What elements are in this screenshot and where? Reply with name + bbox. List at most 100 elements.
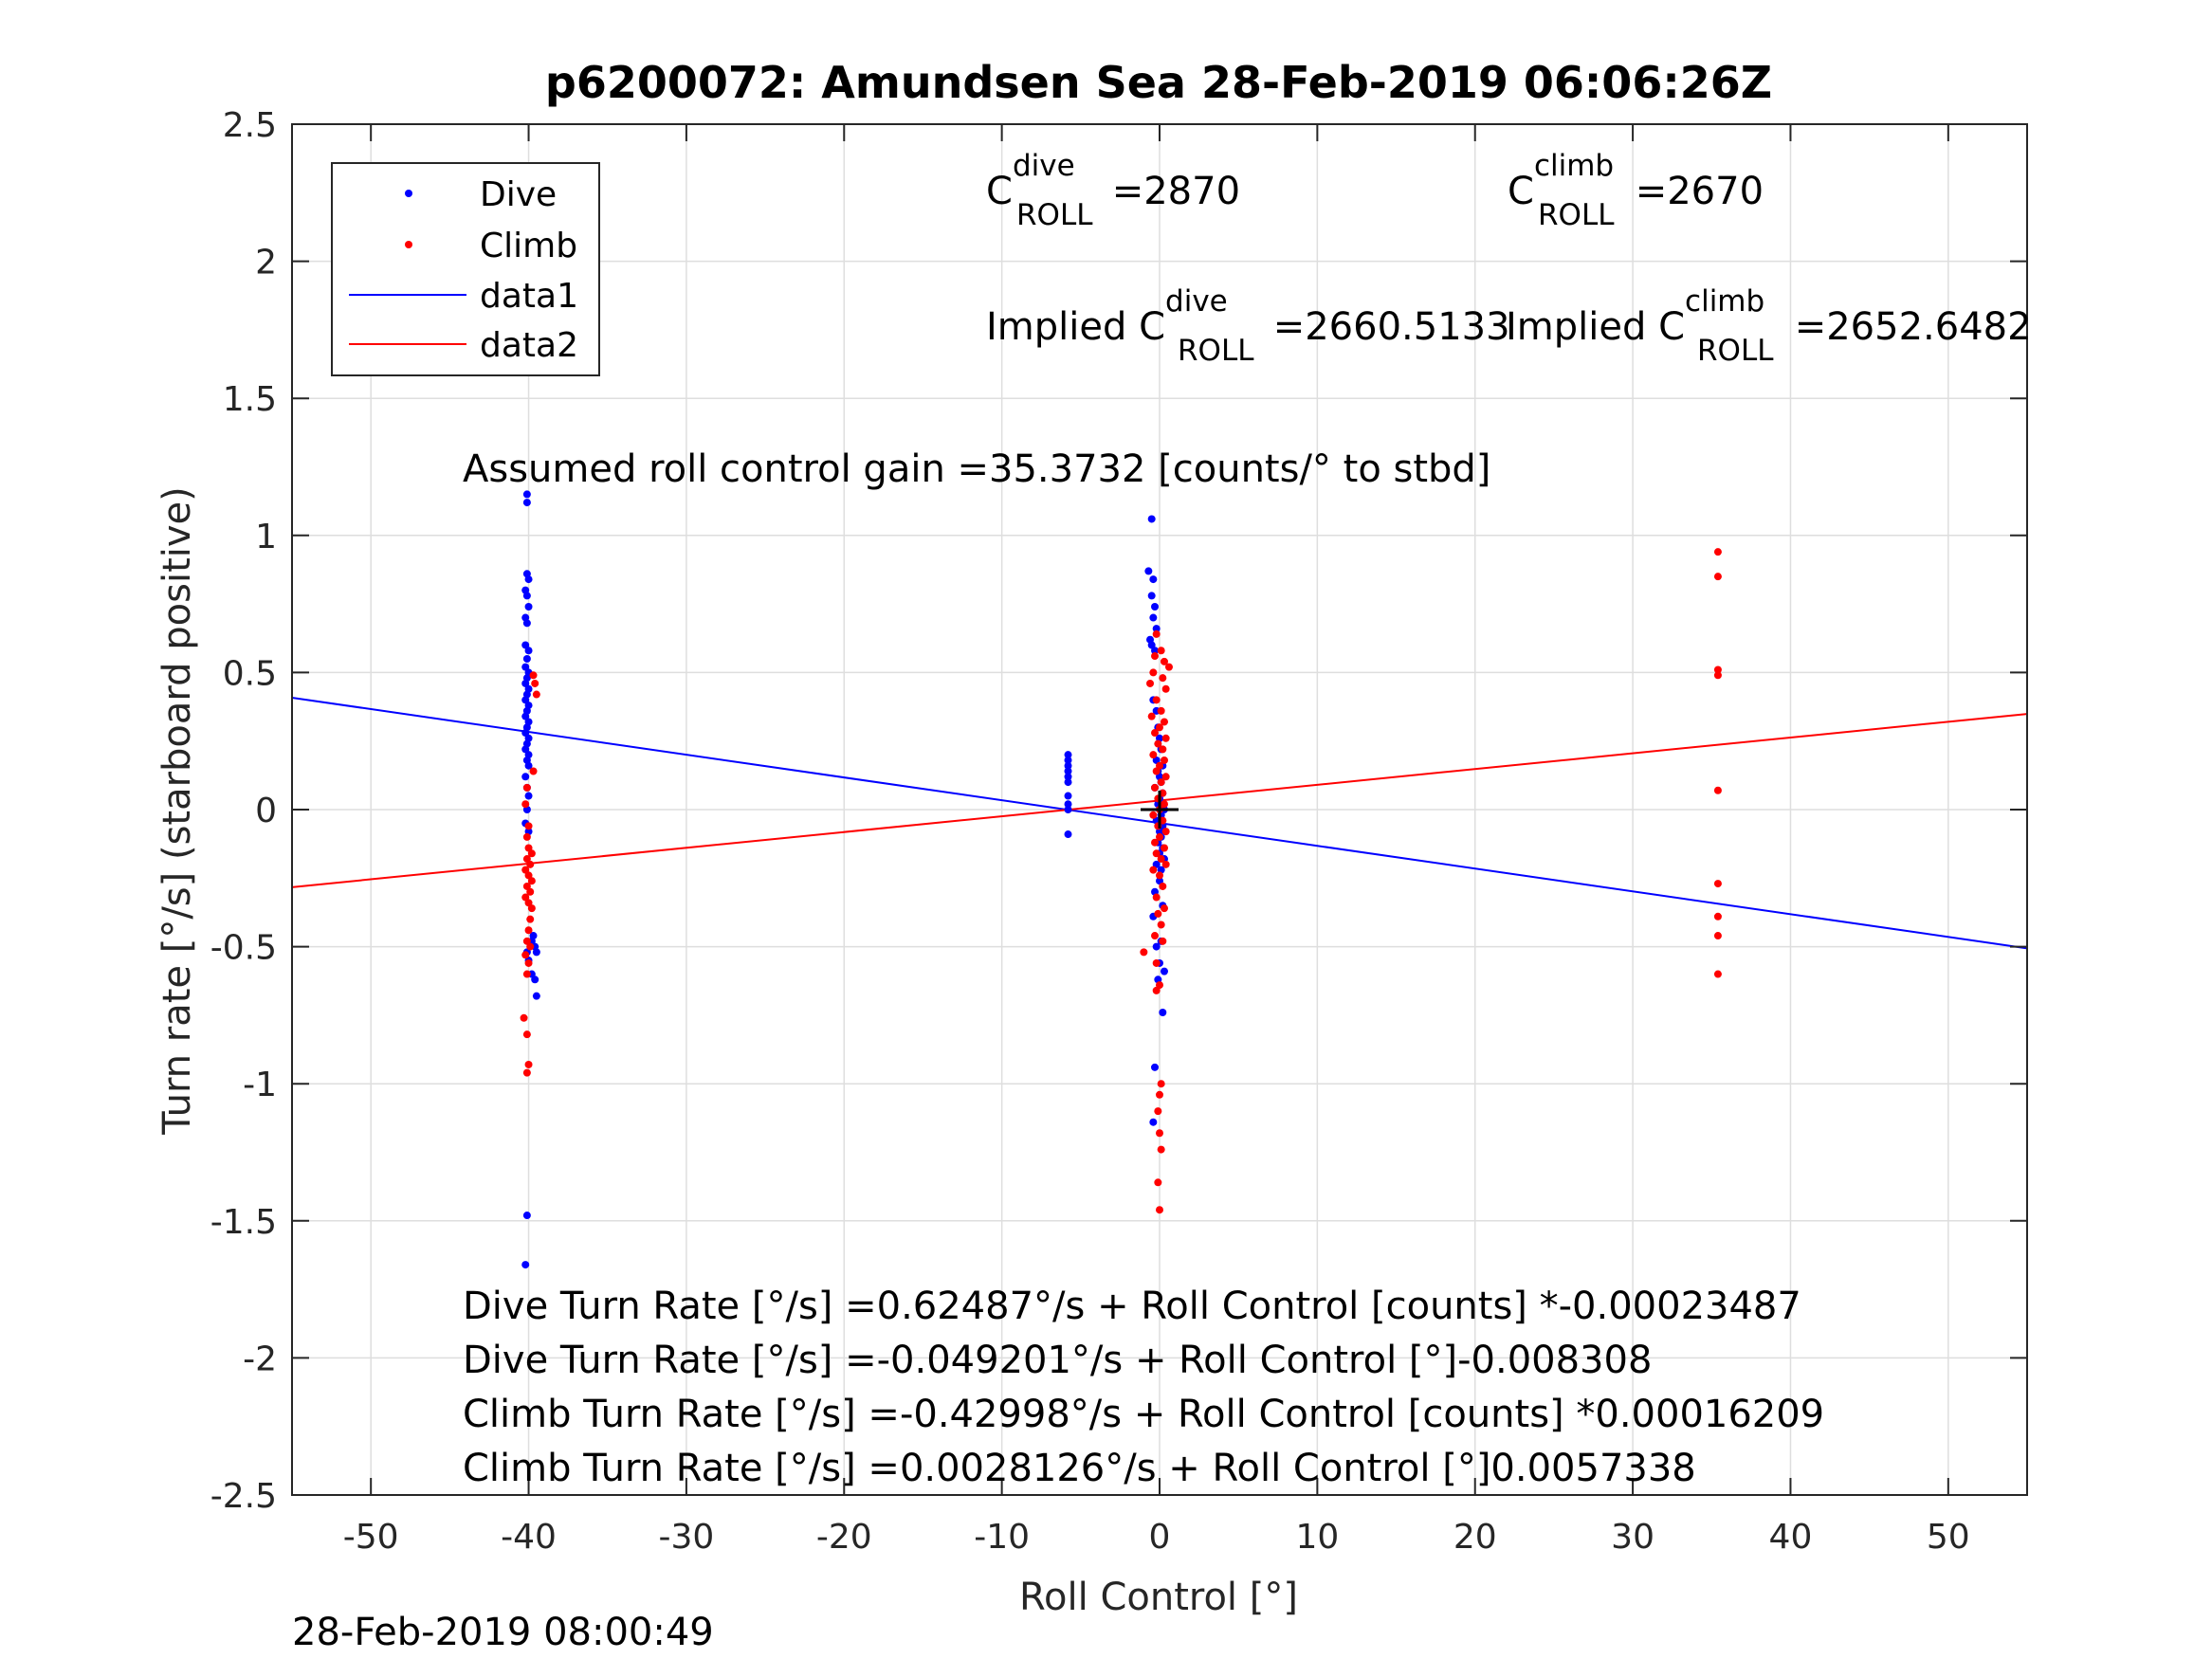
y-tick-label: 1.5 [223, 380, 277, 419]
climb-point [1164, 663, 1173, 671]
climb-point [1151, 838, 1160, 847]
climb-point [1152, 696, 1161, 704]
dive-point [521, 773, 530, 781]
dive-point [1149, 613, 1158, 622]
y-tick-label: 2 [255, 244, 277, 283]
implied-c-dive-annotation: Implied Cdive ROLL =2660.5133 [986, 284, 1510, 368]
climb-point [1156, 832, 1163, 841]
dive-point [521, 745, 530, 754]
climb-point [1159, 674, 1167, 683]
dive-point [1064, 792, 1072, 800]
legend-climb-label: Climb [480, 227, 577, 265]
dive-point [524, 761, 533, 770]
dive-point [1147, 592, 1156, 600]
climb-point [1713, 912, 1722, 921]
climb-point [1161, 828, 1170, 836]
dive-counts-equation: Dive Turn Rate [°/s] =0.62487°/s + Roll … [463, 1285, 1801, 1328]
legend-data1-label: data1 [480, 277, 578, 316]
climb-point [522, 970, 531, 978]
climb-point [524, 899, 533, 907]
climb-point [1161, 860, 1170, 868]
climb-point [1157, 647, 1165, 655]
dive-point [521, 679, 530, 687]
x-tick-label: -30 [659, 1518, 715, 1557]
dive-point [521, 729, 530, 738]
x-ticks: -50 -40 -30 -20 -10 0 10 20 30 40 50 [343, 124, 1970, 1557]
climb-point [1154, 1107, 1162, 1116]
dive-point [522, 499, 531, 507]
climb-point [1152, 767, 1161, 775]
dive-point [1064, 761, 1072, 770]
climb-point [1152, 849, 1161, 858]
climb-point [1161, 734, 1170, 742]
dive-point [521, 1261, 530, 1269]
legend-climb-marker [405, 241, 412, 248]
legend-data2-label: data2 [480, 326, 578, 365]
climb-point [1713, 880, 1722, 888]
climb-point [527, 849, 536, 858]
y-tick-label: -0.5 [210, 929, 277, 968]
dive-point [524, 792, 533, 800]
dive-point [521, 641, 530, 649]
climb-point [1160, 800, 1168, 809]
climb-point [524, 822, 533, 830]
climb-point [1159, 937, 1167, 945]
legend-box [331, 162, 600, 376]
climb-point [1149, 668, 1158, 677]
climb-point [1713, 573, 1722, 581]
climb-point [532, 690, 540, 699]
y-tick-label: 1 [255, 518, 277, 556]
climb-point [1156, 1129, 1163, 1138]
dive-point [1147, 641, 1156, 649]
climb-point [524, 926, 533, 935]
climb-point [1713, 786, 1722, 794]
climb-degrees-equation: Climb Turn Rate [°/s] =0.0028126°/s + Ro… [463, 1447, 1696, 1490]
x-tick-label: -50 [343, 1518, 399, 1557]
climb-point [526, 887, 535, 896]
gain-annotation: Assumed roll control gain =35.3732 [coun… [463, 447, 1490, 491]
dive-point [522, 1212, 531, 1220]
climb-point [524, 958, 533, 967]
dive-point [1064, 778, 1072, 787]
climb-point [1156, 1206, 1163, 1214]
dive-point [522, 490, 531, 499]
y-axis-label: Turn rate [°/s] (starboard positive) [155, 486, 199, 1136]
climb-point [1160, 844, 1168, 852]
y-tick-label: 0.5 [223, 654, 277, 693]
climb-point [1157, 921, 1165, 929]
legend: Dive Climb data1 data2 [331, 162, 600, 376]
center-marker [1141, 791, 1179, 829]
climb-point [1156, 981, 1163, 990]
climb-point [1713, 970, 1722, 978]
climb-point [522, 855, 531, 864]
dive-point [1156, 877, 1163, 885]
x-tick-label: -40 [501, 1518, 557, 1557]
climb-point [529, 671, 538, 680]
dive-point [1064, 830, 1072, 839]
climb-point [1151, 652, 1160, 661]
climb-point [1157, 855, 1165, 864]
climb-point [1147, 712, 1156, 720]
climb-point [1151, 729, 1160, 738]
climb-point [1713, 932, 1722, 940]
climb-point [1151, 783, 1160, 792]
climb-point [522, 783, 531, 792]
dive-point [1159, 1009, 1167, 1017]
climb-point [1149, 811, 1158, 819]
dive-point [1151, 602, 1160, 611]
x-tick-label: -10 [974, 1518, 1030, 1557]
climb-point [1156, 761, 1163, 770]
chart-title: p6200072: Amundsen Sea 28-Feb-2019 06:06… [545, 57, 1772, 108]
climb-point [524, 844, 533, 852]
c-climb-annotation: Cclimb ROLL =2670 [1508, 149, 1764, 232]
climb-point [527, 904, 536, 913]
dive-point [1064, 773, 1072, 781]
dive-point [532, 948, 540, 957]
x-tick-label: 20 [1453, 1518, 1497, 1557]
climb-point [1156, 723, 1163, 732]
timestamp: 28-Feb-2019 08:00:49 [292, 1611, 714, 1654]
dive-point [522, 592, 531, 600]
climb-counts-equation: Climb Turn Rate [°/s] =-0.42998°/s + Rol… [463, 1393, 1824, 1436]
climb-point [521, 893, 530, 902]
y-tick-label: -2.5 [210, 1477, 277, 1516]
